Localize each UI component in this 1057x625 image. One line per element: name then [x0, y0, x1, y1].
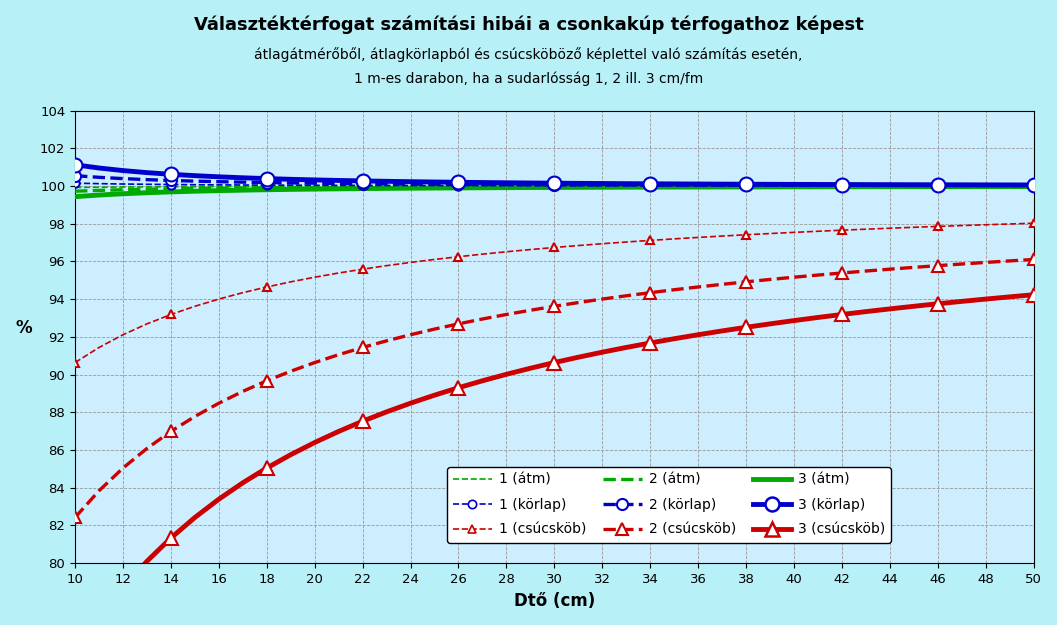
Text: átlagátmérőből, átlagkörlapból és csúcsköböző képlettel való számítás esetén,: átlagátmérőből, átlagkörlapból és csúcsk…: [255, 47, 802, 62]
Text: 1 m-es darabon, ha a sudarlósság 1, 2 ill. 3 cm/fm: 1 m-es darabon, ha a sudarlósság 1, 2 il…: [354, 72, 703, 86]
Text: Választéktérfogat számítási hibái a csonkakúp térfogathoz képest: Választéktérfogat számítási hibái a cson…: [193, 16, 864, 34]
Legend: 1 (átm), 1 (körlap), 1 (csúcsköb), 2 (átm), 2 (körlap), 2 (csúcsköb), 3 (átm), 3: 1 (átm), 1 (körlap), 1 (csúcsköb), 2 (át…: [447, 467, 891, 542]
X-axis label: Dtő (cm): Dtő (cm): [514, 592, 595, 610]
Y-axis label: %: %: [15, 319, 32, 337]
